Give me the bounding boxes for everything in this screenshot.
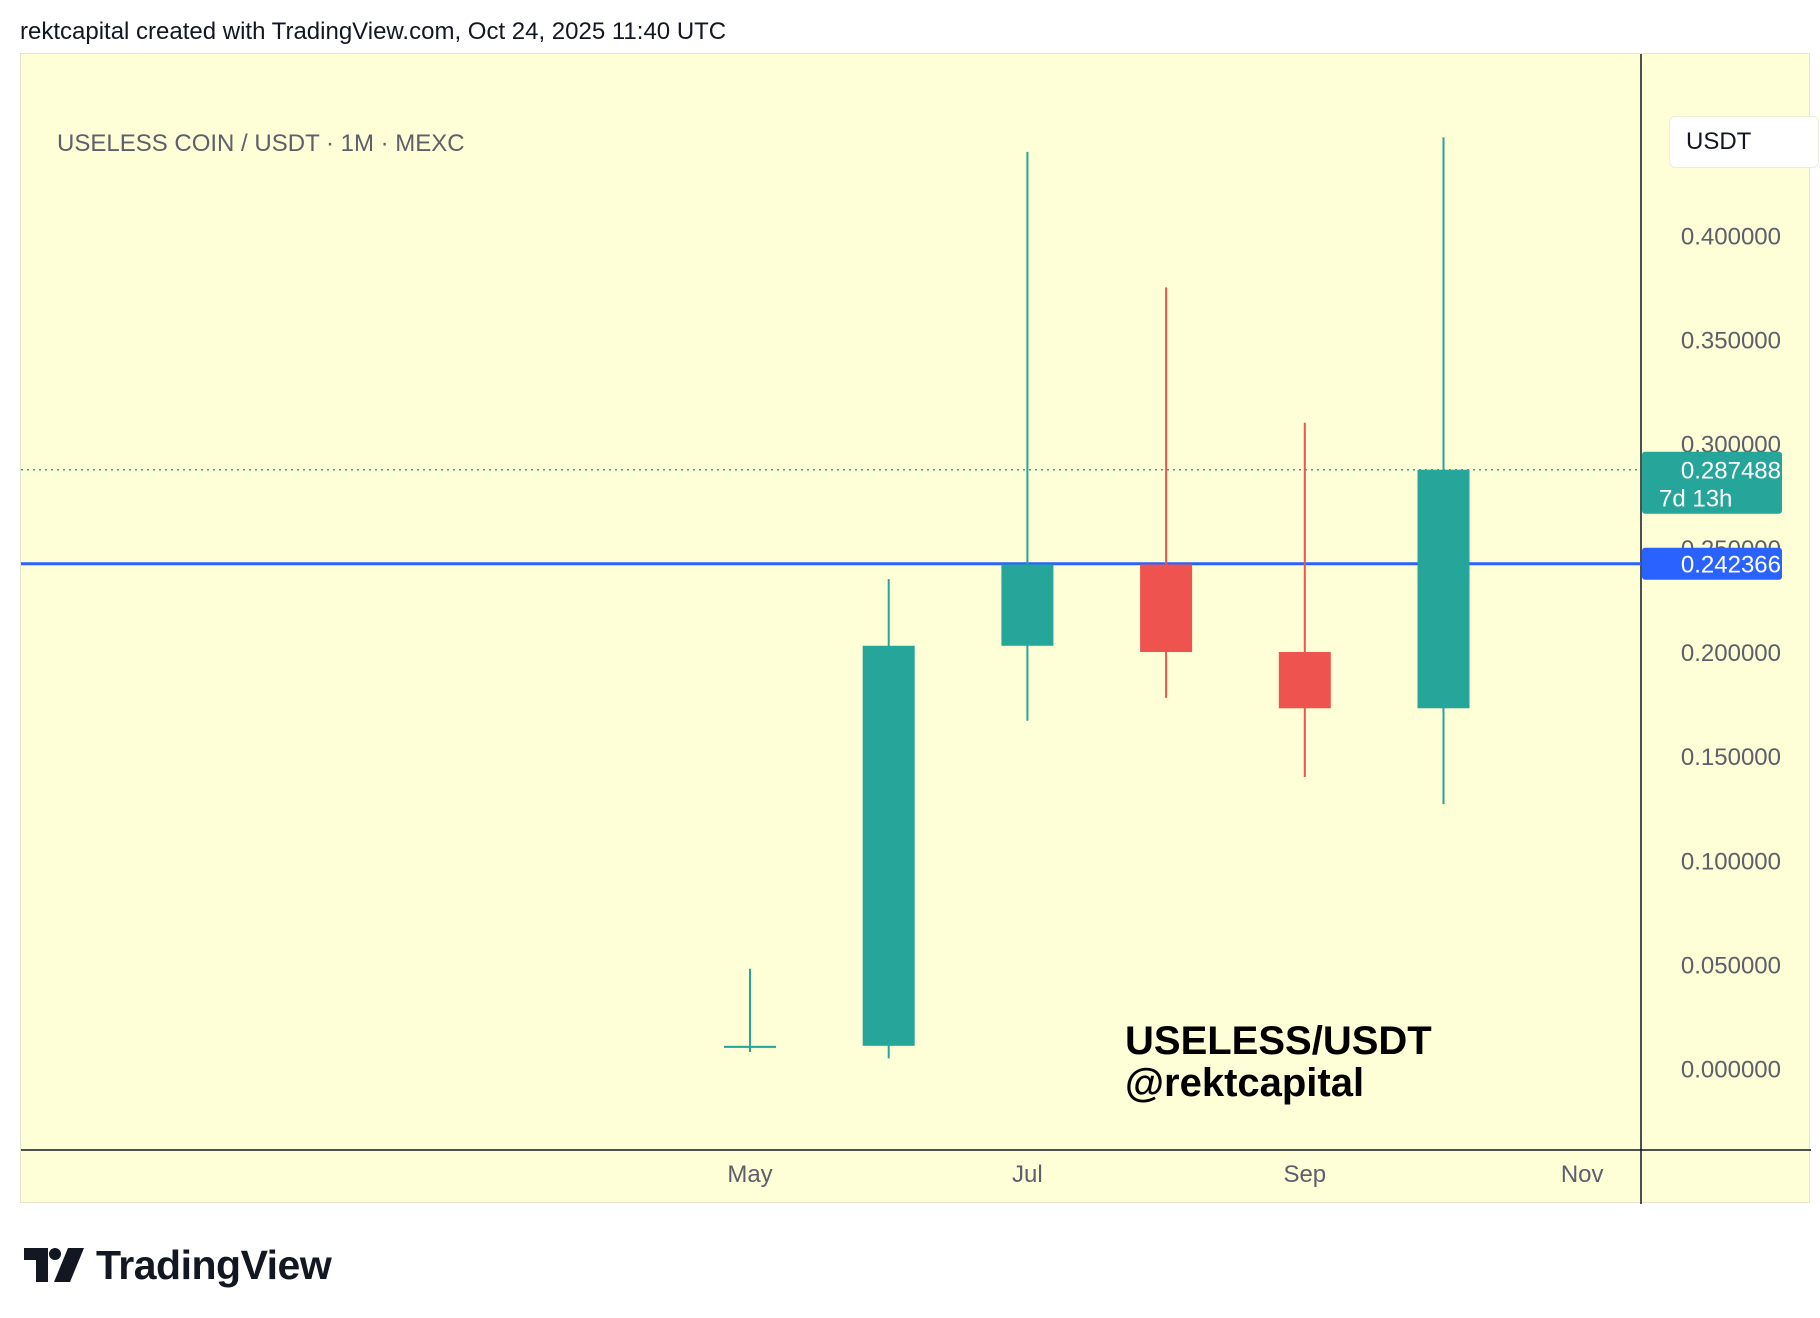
chart-panel[interactable]: 0.4500000.4000000.3500000.3000000.250000… xyxy=(20,53,1819,1204)
x-tick-label: Nov xyxy=(1561,1161,1604,1188)
y-tick-label: 0.150000 xyxy=(1681,744,1781,771)
chart-watermark-text: USELESS/USDT @rektcapital xyxy=(1125,1020,1432,1104)
candle-body[interactable] xyxy=(1001,564,1054,646)
level-label: 0.242366 xyxy=(1681,552,1781,579)
candle-body[interactable] xyxy=(724,1045,776,1048)
y-tick-label: 0.100000 xyxy=(1681,848,1781,875)
candle-body[interactable] xyxy=(1140,564,1193,653)
symbol-label[interactable]: USELESS COIN / USDT · 1M · MEXC xyxy=(57,130,465,157)
attribution-text: rektcapital created with TradingView.com… xyxy=(20,18,727,45)
x-tick-label: Sep xyxy=(1283,1161,1326,1188)
candle-body[interactable] xyxy=(1278,652,1331,709)
tradingview-logo[interactable]: TradingView xyxy=(24,1240,332,1290)
candle-countdown-label: 7d 13h xyxy=(1659,486,1732,513)
currency-button[interactable]: USDT xyxy=(1669,116,1819,168)
x-tick-label: May xyxy=(727,1161,772,1188)
candle-body[interactable] xyxy=(1417,469,1470,709)
last-price-label: 0.287488 xyxy=(1681,458,1781,485)
candle-body[interactable] xyxy=(862,645,915,1046)
y-tick-label: 0.000000 xyxy=(1681,1057,1781,1084)
watermark-handle: @rektcapital xyxy=(1125,1061,1365,1105)
candlestick-chart[interactable]: 0.4500000.4000000.3500000.3000000.250000… xyxy=(21,54,1811,1204)
watermark-pair: USELESS/USDT xyxy=(1125,1019,1432,1063)
level-label-bg xyxy=(1642,547,1782,580)
y-tick-label: 0.350000 xyxy=(1681,327,1781,354)
y-tick-label: 0.050000 xyxy=(1681,953,1781,980)
tradingview-logo-text: TradingView xyxy=(96,1241,332,1288)
y-tick-label: 0.200000 xyxy=(1681,640,1781,667)
last-price-label-bg xyxy=(1642,451,1782,514)
y-tick-label: 0.400000 xyxy=(1681,223,1781,250)
x-tick-label: Jul xyxy=(1012,1161,1043,1188)
tradingview-logo-icon xyxy=(24,1248,84,1282)
